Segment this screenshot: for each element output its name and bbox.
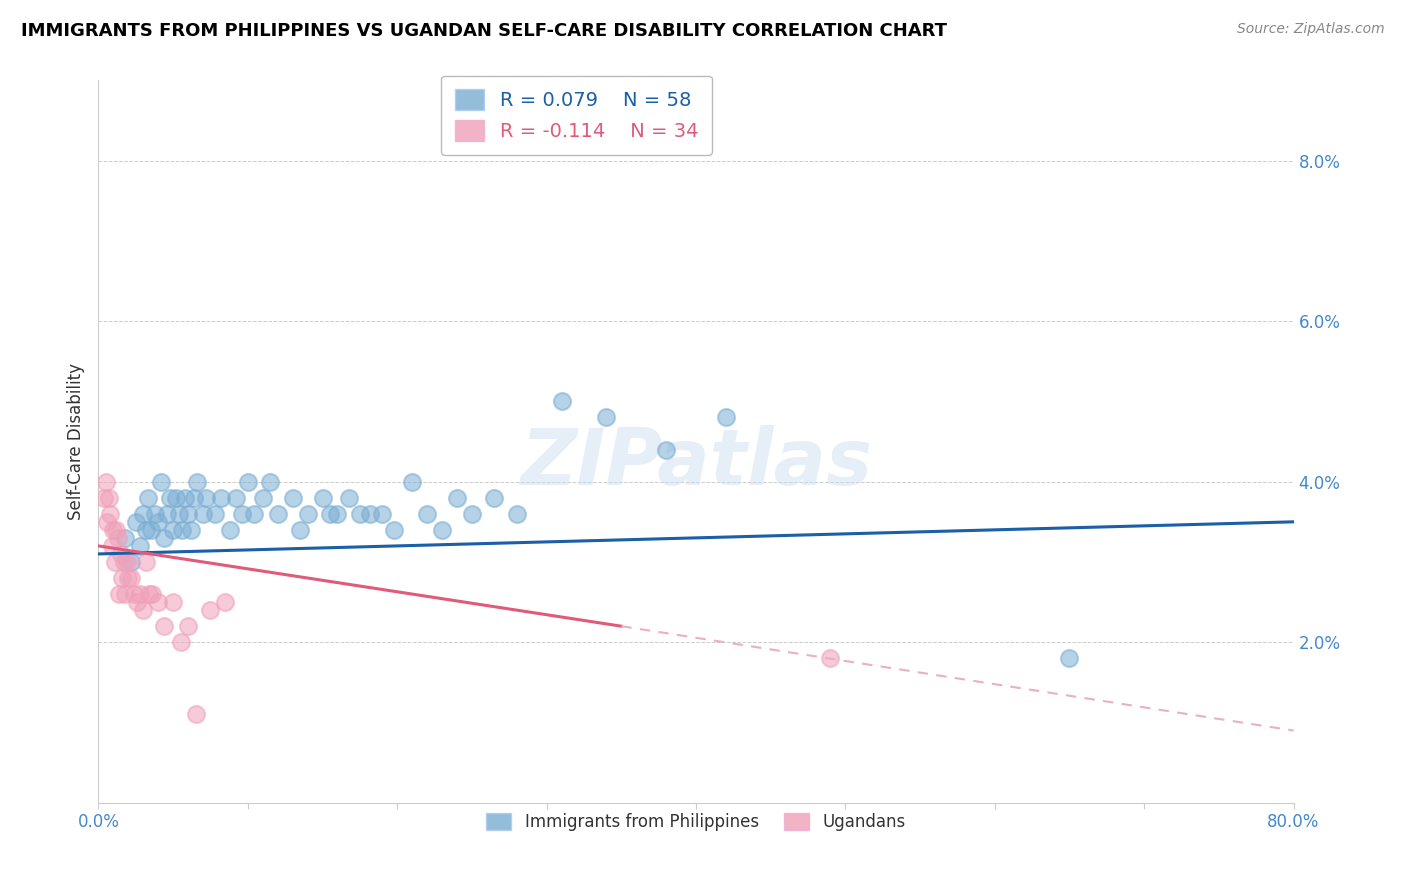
Point	[655, 442, 678, 457]
Point	[186, 475, 208, 489]
Point	[550, 394, 572, 409]
Point	[148, 595, 170, 609]
Point	[177, 507, 200, 521]
Point	[359, 507, 381, 521]
Point	[446, 491, 468, 505]
Point	[115, 555, 138, 569]
Point	[219, 523, 242, 537]
Point	[136, 491, 159, 505]
Point	[243, 507, 266, 521]
Point	[124, 587, 146, 601]
Point	[150, 475, 173, 489]
Point	[156, 507, 179, 521]
Point	[138, 587, 160, 601]
Point	[177, 619, 200, 633]
Point	[114, 531, 136, 545]
Point	[430, 523, 453, 537]
Point	[200, 603, 222, 617]
Point	[112, 555, 135, 569]
Point	[714, 410, 737, 425]
Point	[107, 531, 129, 545]
Point	[281, 491, 304, 505]
Legend: Immigrants from Philippines, Ugandans: Immigrants from Philippines, Ugandans	[479, 806, 912, 838]
Point	[231, 507, 253, 521]
Point	[236, 475, 259, 489]
Point	[225, 491, 247, 505]
Point	[96, 515, 118, 529]
Y-axis label: Self-Care Disability: Self-Care Disability	[66, 363, 84, 520]
Point	[143, 507, 166, 521]
Point	[98, 507, 122, 521]
Point	[183, 491, 205, 505]
Point	[297, 507, 319, 521]
Point	[108, 587, 131, 601]
Point	[94, 475, 117, 489]
Point	[141, 587, 163, 601]
Point	[101, 539, 124, 553]
Point	[169, 635, 191, 649]
Point	[104, 555, 127, 569]
Point	[401, 475, 423, 489]
Point	[259, 475, 281, 489]
Point	[172, 523, 194, 537]
Point	[326, 507, 349, 521]
Point	[139, 523, 162, 537]
Point	[311, 491, 333, 505]
Point	[127, 595, 149, 609]
Point	[135, 555, 157, 569]
Point	[204, 507, 226, 521]
Point	[371, 507, 394, 521]
Point	[209, 491, 232, 505]
Point	[162, 523, 184, 537]
Point	[93, 491, 115, 505]
Point	[184, 707, 207, 722]
Point	[103, 523, 125, 537]
Point	[129, 539, 152, 553]
Point	[167, 507, 190, 521]
Point	[595, 410, 617, 425]
Text: Source: ZipAtlas.com: Source: ZipAtlas.com	[1237, 22, 1385, 37]
Point	[214, 595, 236, 609]
Point	[110, 547, 132, 561]
Point	[148, 515, 170, 529]
Point	[382, 523, 405, 537]
Point	[120, 555, 142, 569]
Point	[125, 515, 148, 529]
Point	[135, 523, 157, 537]
Point	[191, 507, 214, 521]
Point	[153, 619, 176, 633]
Point	[165, 491, 187, 505]
Point	[111, 571, 134, 585]
Point	[162, 595, 184, 609]
Point	[132, 603, 155, 617]
Point	[506, 507, 529, 521]
Point	[120, 571, 142, 585]
Point	[267, 507, 290, 521]
Point	[461, 507, 484, 521]
Text: ZIPatlas: ZIPatlas	[520, 425, 872, 501]
Point	[132, 507, 155, 521]
Point	[820, 651, 842, 665]
Point	[114, 587, 136, 601]
Point	[339, 491, 361, 505]
Point	[153, 531, 176, 545]
Point	[252, 491, 274, 505]
Point	[288, 523, 311, 537]
Point	[195, 491, 218, 505]
Point	[416, 507, 439, 521]
Point	[319, 507, 342, 521]
Point	[180, 523, 202, 537]
Point	[484, 491, 506, 505]
Point	[105, 523, 128, 537]
Point	[97, 491, 120, 505]
Point	[117, 571, 139, 585]
Point	[174, 491, 197, 505]
Text: IMMIGRANTS FROM PHILIPPINES VS UGANDAN SELF-CARE DISABILITY CORRELATION CHART: IMMIGRANTS FROM PHILIPPINES VS UGANDAN S…	[21, 22, 948, 40]
Point	[159, 491, 181, 505]
Point	[129, 587, 152, 601]
Point	[349, 507, 371, 521]
Point	[1059, 651, 1081, 665]
